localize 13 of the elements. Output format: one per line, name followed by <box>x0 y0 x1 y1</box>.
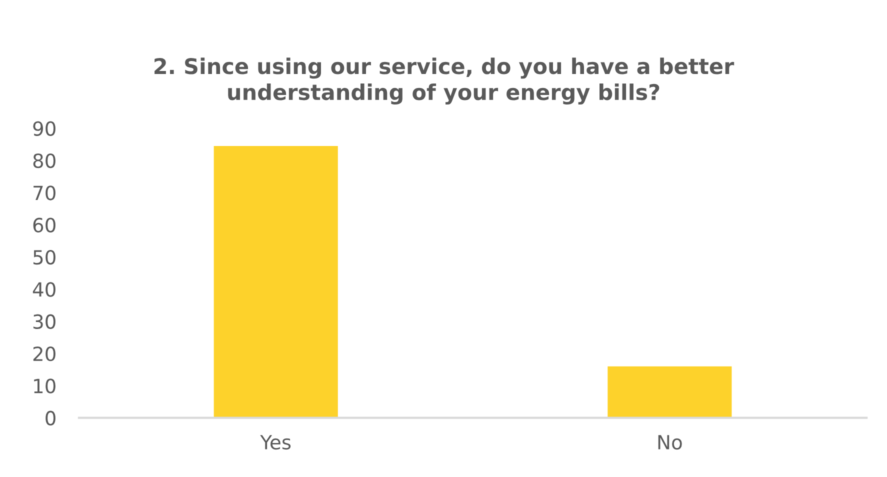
y-tick-label: 30 <box>33 314 56 330</box>
y-tick-label: 0 <box>46 410 56 426</box>
x-tick-label: Yes <box>260 435 291 450</box>
y-tick-label: 60 <box>33 218 56 232</box>
y-tick-label: 40 <box>32 282 56 297</box>
y-tick-label: 80 <box>33 153 56 168</box>
x-tick-label: No <box>658 435 682 450</box>
y-tick-label: 20 <box>33 346 56 362</box>
y-tick-label: 90 <box>33 121 56 136</box>
chart-title: 2. Since using our service, do you have a better understanding of your energy bills? <box>154 58 734 105</box>
y-tick-label: 50 <box>33 250 56 265</box>
y-tick-label: 70 <box>34 186 56 200</box>
y-tick-label: 10 <box>34 378 56 394</box>
